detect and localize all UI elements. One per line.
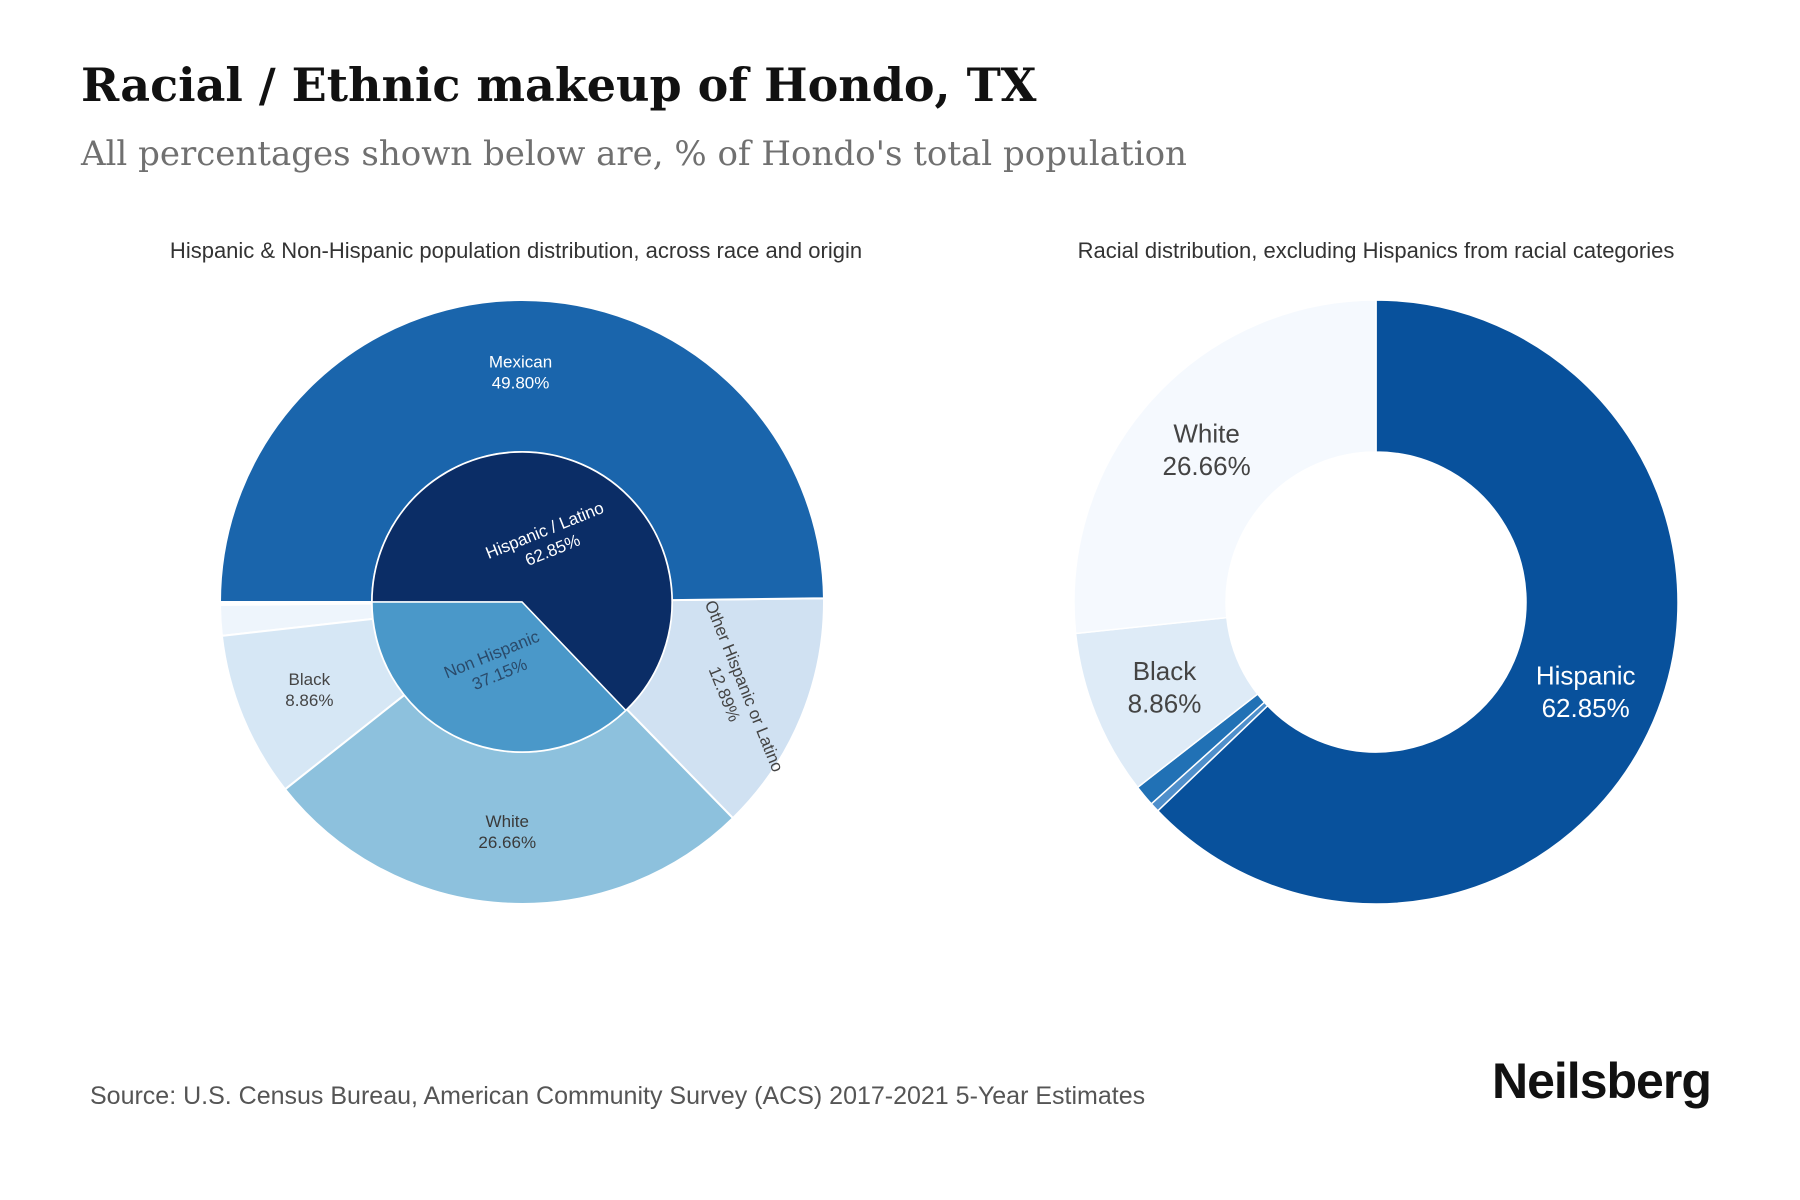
sunburst-inner-slice-non-hispanic [371,601,627,753]
donut-label-white: White 26.66% [1163,418,1251,481]
sunburst-inner-slice-hispanic-latino [371,451,673,712]
donut-slice-other-1 [1150,701,1269,812]
donut-slice-black [1074,616,1259,789]
sunburst-outer-label-black: Black 8.86% [285,670,333,710]
sunburst-chart: Mexican 49.80%Other Hispanic or Latino12.… [218,299,825,905]
donut-slice-white [1073,299,1377,635]
donut-slice-hispanic [1156,299,1679,905]
page-subtitle: All percentages shown below are, % of Ho… [81,134,1187,174]
donut-label-black: Black 8.86% [1128,656,1202,719]
sunburst-chart-title: Hispanic & Non-Hispanic population distr… [169,238,863,263]
page-title: Racial / Ethnic makeup of Hondo, TX [81,58,1037,112]
donut-chart-title: Racial distribution, excluding Hispanics… [1077,238,1675,263]
neilsberg-logo: Neilsberg [1492,1053,1712,1109]
sunburst-outer-label-mexican: Mexican 49.80% [489,352,552,392]
donut-slice-other-2 [1136,693,1266,805]
source-note: Source: U.S. Census Bureau, American Com… [90,1082,1146,1110]
sunburst-outer-label-white: White 26.66% [478,812,536,852]
donut-label-hispanic: Hispanic 62.85% [1536,660,1636,723]
